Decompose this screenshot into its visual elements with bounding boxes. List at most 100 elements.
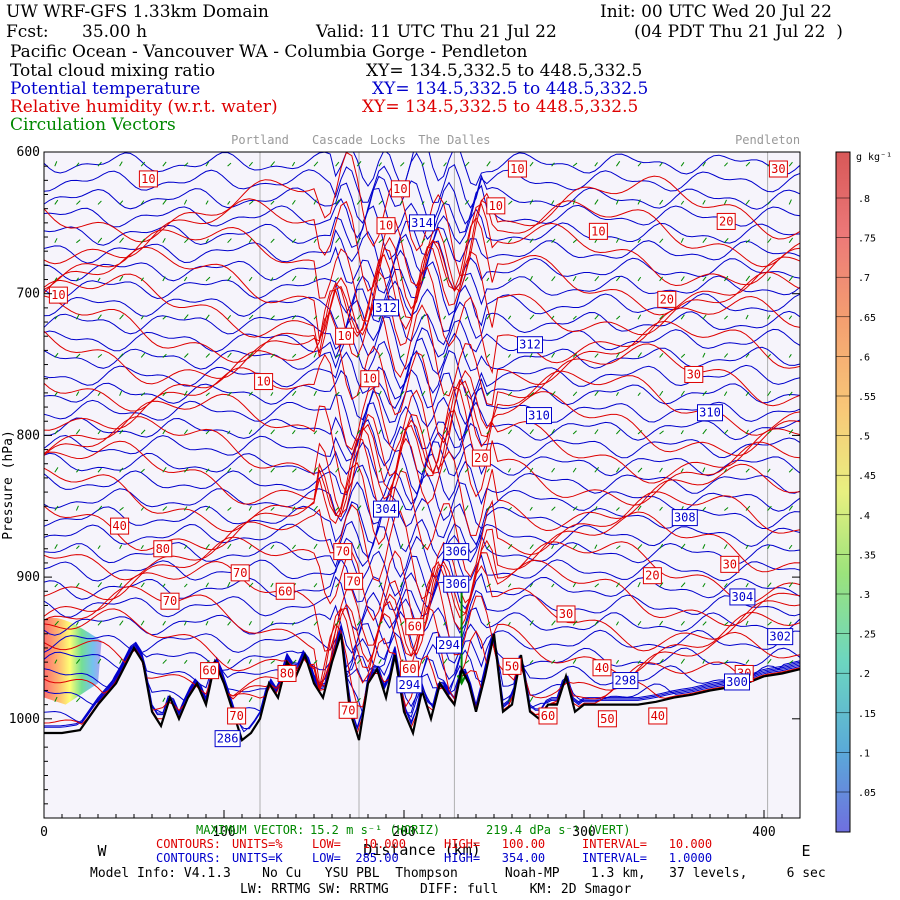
vector-108 — [119, 275, 124, 282]
vector-486 — [788, 660, 794, 664]
theta-label-box-14 — [436, 636, 462, 654]
vector-68 — [767, 201, 771, 205]
vector-199 — [572, 353, 578, 358]
vector-289 — [248, 468, 253, 473]
theta-line-11 — [44, 332, 800, 390]
rh-high: HIGH= 100.00 — [444, 837, 546, 851]
vector-59 — [572, 199, 576, 205]
field-cloud-name: Total cloud mixing ratio — [10, 61, 216, 81]
vector-25 — [594, 162, 598, 167]
valid-local-time: (04 PDT Thu 21 Jul 22 ) — [634, 22, 843, 42]
vector-394 — [248, 582, 254, 588]
vector-318 — [119, 506, 124, 511]
vector-261 — [399, 429, 404, 435]
vector-122 — [421, 276, 426, 282]
vector-268 — [551, 428, 556, 435]
vector-402 — [421, 583, 425, 588]
vector-393 — [227, 581, 231, 588]
vector-121 — [399, 276, 404, 282]
vector-408 — [551, 583, 555, 588]
vector-54 — [464, 200, 470, 205]
vector-209 — [788, 354, 792, 358]
vector-317 — [97, 505, 103, 511]
rh-label-32: 70 — [341, 703, 355, 717]
vector-492 — [507, 698, 511, 703]
rh-label-30: 40 — [595, 661, 609, 675]
theta-label-2: 312 — [519, 338, 541, 352]
rh-label-box-1 — [390, 180, 410, 198]
vector-310 — [702, 467, 706, 473]
vector-312 — [745, 468, 750, 473]
vector-160 — [486, 314, 491, 320]
rh-line-5 — [44, 266, 800, 375]
vector-273 — [659, 430, 664, 435]
rh-line-8 — [44, 353, 800, 470]
vector-286 — [184, 467, 189, 473]
theta-line-19 — [44, 472, 800, 530]
vector-456 — [76, 659, 81, 664]
vector-350 — [54, 544, 58, 550]
vector-307 — [637, 467, 643, 473]
vector-345 — [702, 506, 707, 511]
colorbar-label-8: .45 — [858, 471, 876, 482]
theta-line-21 — [44, 505, 800, 559]
vector-270 — [594, 429, 599, 435]
vector-178 — [119, 353, 124, 358]
vector-337 — [529, 506, 533, 511]
vector-44 — [248, 200, 254, 205]
vector-90 — [486, 239, 491, 244]
vector-386 — [75, 582, 80, 588]
vector-293 — [335, 467, 340, 473]
vector-147 — [205, 314, 210, 320]
vector-10 — [270, 161, 276, 167]
vector-451 — [724, 621, 729, 626]
vector-77 — [205, 238, 209, 243]
theta-label-box-8 — [443, 575, 470, 593]
vector-313 — [767, 468, 771, 473]
vector-129 — [572, 275, 577, 282]
vector-460 — [184, 659, 188, 664]
vector-205 — [702, 352, 706, 358]
vector-167 — [637, 314, 642, 320]
vector-453 — [767, 621, 772, 626]
vector-449 — [680, 620, 685, 626]
theta-line-9 — [44, 295, 800, 350]
vector-265 — [486, 430, 491, 435]
vector-57 — [529, 199, 534, 205]
vector-298 — [443, 468, 447, 473]
vector-1 — [76, 162, 80, 167]
theta-label-box-2 — [517, 336, 543, 354]
vector-305 — [594, 467, 599, 473]
vector-138 — [767, 276, 771, 282]
rh-label-box-34 — [538, 707, 558, 725]
theta-line-29 — [44, 625, 800, 708]
vector-256 — [292, 429, 296, 435]
vector-383 — [767, 544, 771, 550]
vector-243 — [767, 390, 772, 397]
vector-30 — [702, 161, 706, 167]
vector-412 — [637, 581, 641, 588]
vector-433 — [335, 620, 340, 626]
vector-82 — [313, 238, 317, 243]
vector-99 — [680, 237, 684, 243]
rh-label-23: 20 — [645, 569, 659, 583]
vector-343 — [659, 506, 663, 511]
vector-354 — [140, 545, 144, 550]
vector-252 — [205, 430, 210, 435]
vector-69 — [788, 199, 792, 205]
theta-line-23 — [44, 543, 800, 597]
vector-166 — [616, 315, 621, 320]
vector-194 — [464, 353, 468, 358]
vector-195 — [486, 353, 491, 358]
rh-label-box-8 — [360, 370, 380, 388]
vector-353 — [119, 544, 123, 549]
vector-208 — [767, 353, 771, 358]
vector-417 — [745, 582, 749, 588]
vector-198 — [551, 352, 555, 358]
vector-17 — [421, 162, 425, 167]
colorbar-label-1: .1 — [858, 748, 870, 759]
vector-285 — [162, 467, 167, 473]
vector-181 — [184, 353, 189, 358]
vector-482 — [702, 659, 706, 664]
rh-line-12 — [44, 437, 800, 537]
